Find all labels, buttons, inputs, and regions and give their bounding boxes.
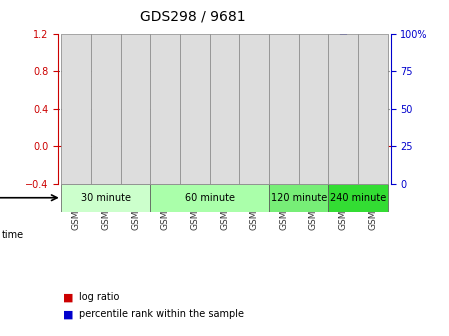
FancyBboxPatch shape [180,34,210,184]
Text: log ratio: log ratio [79,292,119,302]
Text: percentile rank within the sample: percentile rank within the sample [79,309,243,319]
Bar [277,111,291,146]
Bar [306,79,321,146]
FancyBboxPatch shape [328,34,358,184]
FancyBboxPatch shape [358,34,387,184]
FancyBboxPatch shape [62,34,91,184]
FancyBboxPatch shape [299,34,328,184]
Text: 30 minute: 30 minute [81,193,131,203]
FancyBboxPatch shape [269,34,299,184]
FancyBboxPatch shape [150,34,180,184]
FancyBboxPatch shape [150,184,269,212]
Bar [247,121,262,146]
Text: ■: ■ [63,292,73,302]
FancyBboxPatch shape [210,34,239,184]
Bar [187,121,202,146]
FancyBboxPatch shape [239,34,269,184]
Bar [98,121,113,146]
Bar [217,118,232,146]
FancyBboxPatch shape [328,184,387,212]
FancyBboxPatch shape [91,34,121,184]
Bar [158,102,172,146]
FancyBboxPatch shape [62,184,150,212]
Text: 60 minute: 60 minute [185,193,235,203]
Text: ■: ■ [63,309,73,319]
FancyBboxPatch shape [269,184,328,212]
Text: time: time [2,230,24,240]
Text: 240 minute: 240 minute [330,193,386,203]
Bar [336,59,351,146]
Text: 120 minute: 120 minute [271,193,327,203]
Bar [365,79,380,146]
FancyBboxPatch shape [121,34,150,184]
Bar [69,146,84,159]
Text: GDS298 / 9681: GDS298 / 9681 [140,9,246,24]
